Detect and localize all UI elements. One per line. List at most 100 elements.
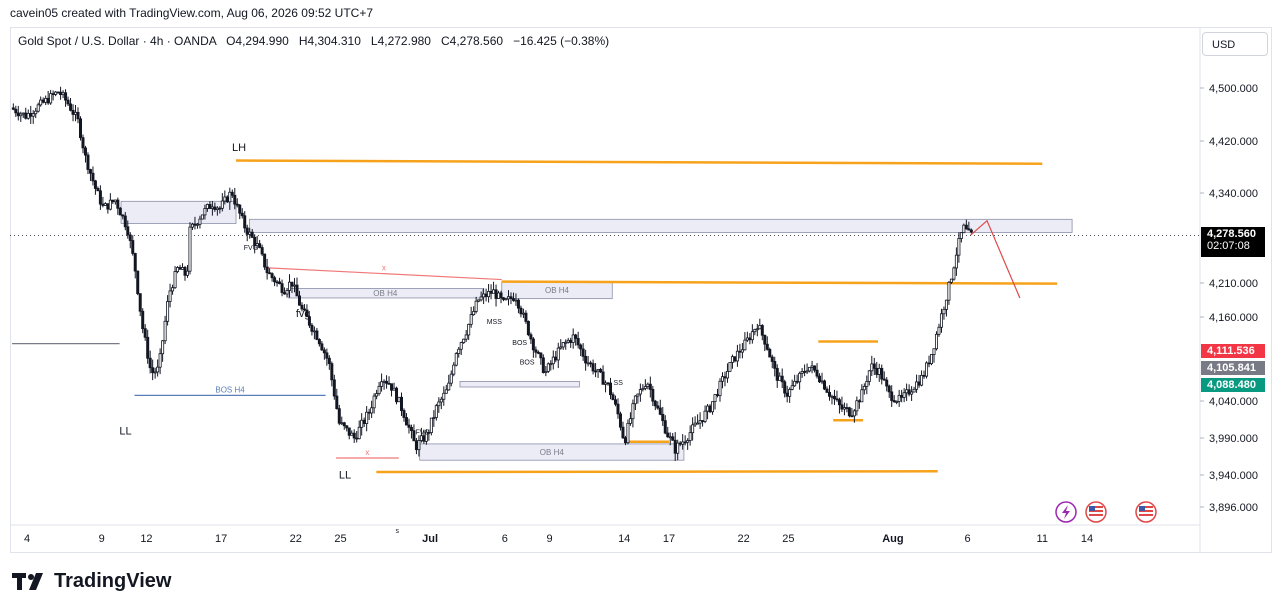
candle-down[interactable]	[367, 411, 371, 414]
candle-down[interactable]	[748, 337, 752, 341]
candle-down[interactable]	[141, 310, 145, 330]
candle-up[interactable]	[910, 391, 914, 395]
candle-up[interactable]	[190, 223, 194, 228]
candle-up[interactable]	[718, 380, 722, 397]
candle-down[interactable]	[412, 430, 416, 442]
candle-up[interactable]	[668, 436, 672, 439]
candle-up[interactable]	[429, 417, 433, 433]
projection-path[interactable]	[970, 219, 1021, 299]
candle-up[interactable]	[462, 338, 466, 343]
candle-down[interactable]	[818, 375, 822, 383]
candle-down[interactable]	[850, 415, 854, 418]
candle-down[interactable]	[502, 297, 506, 300]
candle-down[interactable]	[815, 369, 819, 377]
candle-down[interactable]	[414, 440, 418, 451]
candle-up[interactable]	[31, 113, 35, 117]
candle-down[interactable]	[683, 441, 687, 444]
candle-down[interactable]	[671, 436, 675, 441]
candle-down[interactable]	[390, 383, 394, 391]
candle-down[interactable]	[733, 356, 737, 362]
candle-up[interactable]	[939, 313, 943, 328]
liquidity-line[interactable]	[265, 267, 502, 281]
candle-up[interactable]	[750, 331, 754, 341]
candle-down[interactable]	[536, 351, 540, 354]
candle-up[interactable]	[36, 104, 40, 112]
candle-down[interactable]	[708, 405, 712, 413]
candle-down[interactable]	[609, 382, 613, 396]
candle-up[interactable]	[830, 395, 834, 398]
candle-down[interactable]	[402, 410, 406, 418]
candle-up[interactable]	[292, 284, 296, 287]
candle-up[interactable]	[952, 267, 956, 280]
order-block-zone[interactable]	[249, 218, 1073, 233]
candle-up[interactable]	[419, 435, 423, 441]
candle-up[interactable]	[49, 93, 53, 104]
order-block-zone[interactable]	[120, 200, 237, 224]
candle-up[interactable]	[454, 353, 458, 366]
candle-up[interactable]	[492, 289, 496, 294]
candle-up[interactable]	[447, 382, 451, 391]
candle-down[interactable]	[574, 334, 578, 339]
candle-down[interactable]	[621, 426, 625, 439]
candle-down[interactable]	[218, 207, 222, 210]
candle-up[interactable]	[504, 298, 508, 301]
candle-down[interactable]	[701, 420, 705, 422]
candle-up[interactable]	[937, 326, 941, 335]
candle-down[interactable]	[539, 352, 543, 359]
candle-down[interactable]	[651, 388, 655, 402]
candle-down[interactable]	[872, 363, 876, 369]
candle-down[interactable]	[591, 363, 595, 372]
candle-up[interactable]	[457, 348, 461, 354]
candle-down[interactable]	[880, 367, 884, 380]
candle-up[interactable]	[156, 366, 160, 373]
candle-down[interactable]	[29, 112, 33, 117]
candle-down[interactable]	[302, 308, 306, 311]
candle-up[interactable]	[703, 410, 707, 422]
candle-down[interactable]	[300, 304, 304, 310]
candle-up[interactable]	[711, 401, 715, 413]
candle-up[interactable]	[915, 381, 919, 390]
candle-up[interactable]	[350, 432, 354, 436]
candle-down[interactable]	[827, 391, 831, 397]
candle-up[interactable]	[469, 314, 473, 325]
candle-up[interactable]	[205, 204, 209, 209]
candle-up[interactable]	[561, 342, 565, 348]
candle-down[interactable]	[118, 207, 122, 216]
candle-up[interactable]	[725, 370, 729, 379]
candle-down[interactable]	[88, 169, 92, 174]
candle-up[interactable]	[108, 199, 112, 210]
candle-down[interactable]	[295, 284, 299, 297]
candle-down[interactable]	[128, 234, 132, 241]
candle-up[interactable]	[103, 203, 107, 206]
candle-down[interactable]	[116, 199, 120, 209]
candle-down[interactable]	[106, 203, 110, 210]
candle-down[interactable]	[399, 396, 403, 411]
candle-up[interactable]	[698, 420, 702, 424]
candle-down[interactable]	[307, 316, 311, 326]
candle-up[interactable]	[808, 366, 812, 372]
lightning-icon[interactable]	[1055, 501, 1077, 523]
candle-down[interactable]	[509, 296, 513, 299]
candle-down[interactable]	[666, 432, 670, 438]
candle-down[interactable]	[213, 206, 217, 210]
candle-up[interactable]	[228, 191, 232, 203]
candle-up[interactable]	[437, 401, 441, 407]
candle-up[interactable]	[185, 270, 189, 276]
candle-down[interactable]	[93, 180, 97, 189]
candle-down[interactable]	[589, 362, 593, 365]
candle-down[interactable]	[143, 328, 147, 338]
candle-down[interactable]	[832, 395, 836, 400]
candle-up[interactable]	[472, 311, 476, 316]
candle-down[interactable]	[270, 273, 274, 279]
candle-up[interactable]	[865, 381, 869, 387]
candle-down[interactable]	[121, 214, 125, 217]
candle-down[interactable]	[148, 357, 152, 369]
candle-down[interactable]	[91, 172, 95, 182]
candle-down[interactable]	[534, 349, 538, 353]
currency-button[interactable]: USD	[1202, 32, 1268, 56]
candle-up[interactable]	[934, 333, 938, 350]
candle-up[interactable]	[444, 389, 448, 394]
candle-down[interactable]	[86, 154, 90, 170]
candle-down[interactable]	[131, 240, 135, 254]
candle-down[interactable]	[240, 212, 244, 217]
